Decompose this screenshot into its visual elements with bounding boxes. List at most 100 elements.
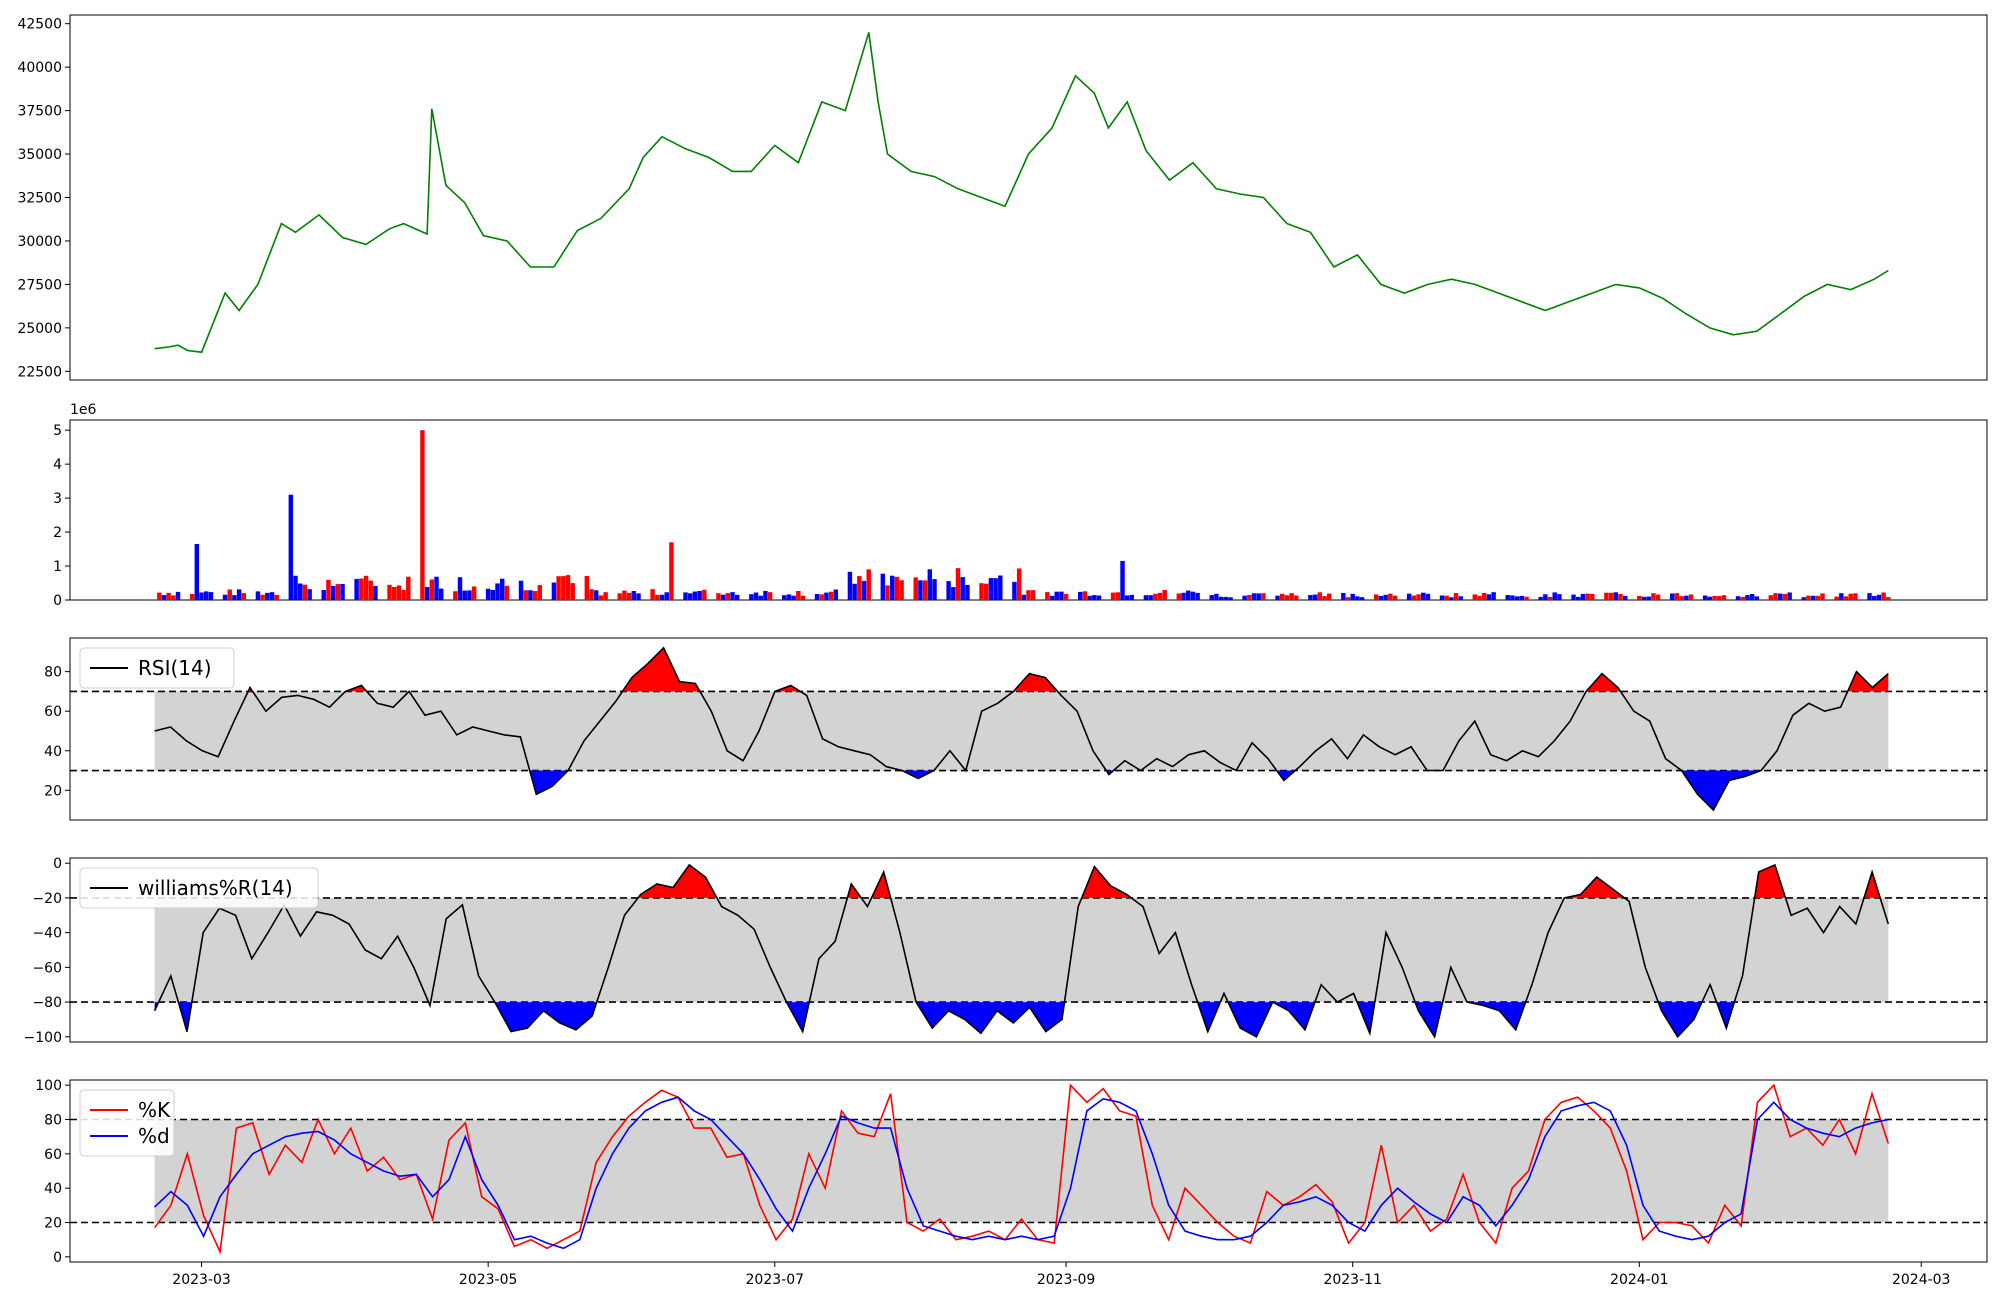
volume-bar bbox=[556, 576, 561, 600]
volume-bar bbox=[565, 575, 571, 600]
y-tick-label: −100 bbox=[24, 1030, 62, 1046]
volume-bar bbox=[570, 583, 575, 600]
oversold-fill bbox=[916, 1002, 1065, 1034]
volume-bar bbox=[697, 590, 702, 600]
volume-bar bbox=[518, 580, 524, 600]
volume-bar bbox=[1449, 597, 1454, 600]
volume-bar bbox=[1674, 593, 1680, 600]
volume-bar bbox=[1256, 593, 1261, 600]
volume-bar bbox=[688, 593, 693, 600]
volume-bar bbox=[1096, 595, 1102, 600]
volume-bar bbox=[1374, 594, 1379, 600]
volume-bar bbox=[1848, 593, 1853, 600]
overbought-fill bbox=[1754, 864, 1786, 898]
volume-bar bbox=[1745, 595, 1750, 600]
volume-bar bbox=[227, 589, 232, 600]
volume-bar bbox=[265, 592, 270, 600]
oversold-fill bbox=[1716, 1002, 1735, 1029]
volume-bar bbox=[189, 594, 195, 600]
volume-bar bbox=[1176, 593, 1182, 600]
volume-bar bbox=[274, 594, 279, 600]
volume-bar bbox=[373, 586, 378, 600]
volume-bar bbox=[927, 569, 933, 600]
volume-panel: 0 1 2 3 4 5 1e6 bbox=[53, 402, 1988, 609]
volume-bar bbox=[1637, 595, 1642, 600]
volume-bar bbox=[1392, 595, 1398, 600]
volume-bar bbox=[1679, 596, 1684, 600]
volume-bar bbox=[1618, 594, 1623, 600]
volume-bar bbox=[1378, 596, 1384, 600]
volume-bar bbox=[1026, 590, 1031, 600]
volume-bar bbox=[1251, 593, 1257, 600]
volume-bar bbox=[387, 584, 392, 600]
x-tick-label: 2024-03 bbox=[1892, 1272, 1951, 1288]
volume-bar bbox=[1012, 581, 1017, 600]
y-tick-label: 0 bbox=[53, 593, 62, 609]
volume-bar bbox=[1510, 595, 1515, 600]
volume-bar bbox=[1148, 595, 1153, 600]
rsi-panel: 20 40 60 80 RSI(14) bbox=[44, 637, 1988, 821]
volume-bar bbox=[1872, 596, 1877, 600]
volume-bar bbox=[1157, 592, 1163, 600]
volume-bar bbox=[1242, 595, 1247, 600]
volume-bar bbox=[1049, 595, 1055, 600]
volume-bar bbox=[1082, 591, 1088, 600]
volume-bar bbox=[321, 590, 326, 600]
volume-bar bbox=[157, 592, 162, 600]
y-tick-label: 4 bbox=[53, 457, 62, 473]
volume-bar bbox=[1425, 593, 1431, 600]
volume-bar bbox=[782, 595, 787, 600]
volume-bar bbox=[1552, 592, 1557, 600]
y-tick-label: 60 bbox=[44, 704, 62, 720]
volume-bar bbox=[1482, 593, 1487, 600]
volume-bar bbox=[1839, 593, 1844, 600]
volume-bar bbox=[439, 588, 444, 600]
y-tick-label: 0 bbox=[53, 1250, 62, 1266]
y-tick-label: 37500 bbox=[17, 104, 62, 120]
volume-bar bbox=[269, 592, 275, 600]
volume-bar bbox=[199, 592, 204, 600]
volume-bar bbox=[340, 584, 345, 600]
volume-bar bbox=[1355, 596, 1360, 600]
volume-bar bbox=[913, 577, 918, 600]
volume-bar bbox=[1092, 595, 1097, 600]
volume-bar bbox=[1688, 594, 1694, 600]
volume-bar bbox=[1162, 589, 1167, 600]
y-tick-label: 32500 bbox=[17, 191, 62, 207]
volume-bar bbox=[1867, 593, 1872, 600]
volume-bar bbox=[946, 581, 951, 600]
overbought-fill bbox=[774, 685, 801, 692]
price-panel: 22500 25000 27500 30000 32500 35000 37500 40000… bbox=[17, 14, 1988, 381]
overbought-fill bbox=[1864, 871, 1881, 898]
volume-bar bbox=[894, 576, 900, 600]
volume-bar bbox=[1059, 591, 1064, 600]
x-tick-label: 2023-03 bbox=[172, 1272, 231, 1288]
volume-bar bbox=[636, 593, 641, 600]
volume-bar bbox=[1214, 593, 1219, 600]
y-tick-label: 27500 bbox=[17, 277, 62, 293]
volume-bar bbox=[1853, 593, 1858, 600]
volume-bar bbox=[960, 577, 965, 600]
x-tick-label: 2023-09 bbox=[1037, 1272, 1096, 1288]
williams-panel: −100 −80 −60 −40 −20 0 williams%R(14) bbox=[24, 856, 1988, 1046]
volume-bar bbox=[791, 595, 796, 600]
volume-bar bbox=[401, 590, 406, 600]
y-tick-label: 42500 bbox=[17, 17, 62, 33]
volume-bar bbox=[655, 594, 660, 600]
volume-bar bbox=[1806, 595, 1811, 600]
volume-bar bbox=[1190, 591, 1196, 600]
x-tick-label: 2023-11 bbox=[1323, 1272, 1382, 1288]
y-tick-label: 60 bbox=[44, 1147, 62, 1163]
volume-bar bbox=[1284, 595, 1290, 600]
volume-bar bbox=[326, 579, 331, 600]
y-tick-label: 5 bbox=[53, 423, 62, 439]
y-tick-label: 40 bbox=[44, 744, 62, 760]
volume-bar bbox=[1317, 592, 1323, 600]
volume-bar bbox=[796, 591, 801, 600]
y-tick-label: 80 bbox=[44, 665, 62, 681]
volume-bar bbox=[664, 592, 669, 600]
volume-bar bbox=[1228, 597, 1233, 600]
volume-bar bbox=[1787, 592, 1792, 600]
volume-bar bbox=[1886, 597, 1891, 600]
y-tick-label: 25000 bbox=[17, 321, 62, 337]
